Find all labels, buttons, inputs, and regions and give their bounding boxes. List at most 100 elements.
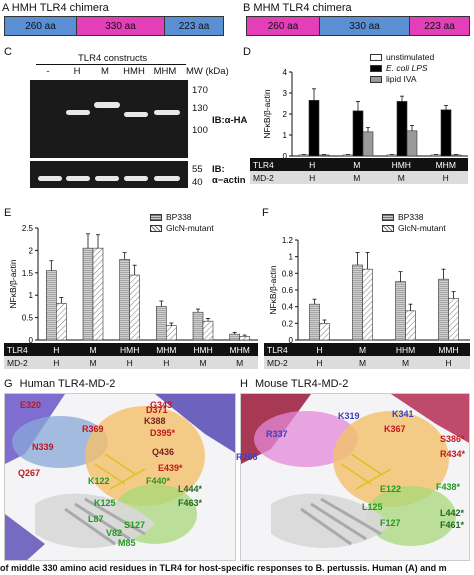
blot-band bbox=[66, 110, 90, 115]
y-tick-label: 1.5 bbox=[22, 269, 34, 278]
bar bbox=[229, 333, 240, 341]
table-cell: MHM bbox=[229, 344, 250, 355]
table-cell: HMH bbox=[120, 344, 140, 355]
residue-label: L444* bbox=[178, 484, 203, 494]
blot-band bbox=[124, 112, 148, 117]
bar bbox=[395, 281, 406, 341]
bar bbox=[430, 154, 442, 157]
residue-label: K319 bbox=[338, 411, 360, 421]
table-cell: H bbox=[442, 172, 449, 183]
table-row: MD-2 H M H H M M bbox=[4, 356, 258, 369]
table-row: TLR4 H M HHM MMH bbox=[264, 343, 470, 356]
figure-caption: of middle 330 amino acid residues in TLR… bbox=[0, 563, 447, 573]
table-row: TLR4 H M HMH MHM HMH MHM bbox=[4, 343, 258, 356]
blot-band bbox=[154, 110, 180, 115]
bar bbox=[438, 278, 449, 341]
bar bbox=[318, 154, 330, 157]
table-cell: H bbox=[53, 344, 60, 355]
structure-render bbox=[5, 394, 235, 560]
blot-band bbox=[38, 176, 62, 181]
bar bbox=[298, 154, 310, 157]
chimera-segment: 260 aa bbox=[5, 17, 77, 35]
y-tick-label: 2 bbox=[29, 246, 34, 255]
y-tick-label: 0.4 bbox=[282, 303, 294, 312]
y-tick-label: 0.8 bbox=[282, 269, 294, 278]
mw-marker: 130 bbox=[192, 103, 208, 114]
y-tick-label: 1 bbox=[289, 253, 294, 262]
table-cell: HHM bbox=[395, 344, 416, 355]
ha-blot bbox=[30, 80, 188, 158]
blot-header-rule bbox=[36, 64, 186, 65]
lane-label: H bbox=[73, 66, 81, 77]
panel-h-title: Mouse TLR4-MD-2 bbox=[255, 378, 349, 390]
y-axis-label: NFκB/β-actin bbox=[8, 259, 18, 309]
residue-label: R337 bbox=[266, 429, 288, 439]
lane-label: HMH bbox=[123, 66, 145, 77]
mw-marker: 100 bbox=[192, 125, 208, 136]
panel-a-label: A bbox=[2, 2, 9, 14]
bar bbox=[386, 154, 398, 157]
table-cell: HMH bbox=[193, 344, 213, 355]
actin-blot bbox=[30, 161, 188, 188]
y-tick-label: 2 bbox=[283, 110, 288, 119]
chimera-segment: 260 aa bbox=[247, 17, 320, 35]
panel-e-legend: BP338 GlcN-mutant bbox=[150, 212, 214, 234]
bar bbox=[362, 131, 374, 157]
panel-b-label: B bbox=[243, 2, 251, 14]
residue-label: F463* bbox=[178, 498, 203, 508]
residue-label: V82 bbox=[106, 528, 123, 538]
chimera-segment: 223 aa bbox=[410, 17, 469, 35]
table-row: MD-2 H M M H bbox=[264, 356, 470, 369]
lane-label: - bbox=[46, 66, 50, 77]
legend-item: GlcN-mutant bbox=[150, 223, 214, 233]
bar bbox=[440, 109, 452, 157]
blot-band bbox=[94, 102, 120, 108]
structure-render bbox=[241, 394, 469, 548]
bar bbox=[448, 298, 459, 341]
panel-d-table: TLR4 H M HMH MHM MD-2 H M M H bbox=[250, 158, 468, 184]
legend-item: BP338 bbox=[150, 212, 214, 222]
legend-item: GlcN-mutant bbox=[382, 223, 446, 233]
table-cell: H bbox=[126, 357, 133, 368]
residue-label: E320 bbox=[20, 400, 42, 410]
bar bbox=[308, 100, 320, 157]
residue-label: Q267 bbox=[18, 468, 41, 478]
residue-label: M85 bbox=[118, 538, 136, 548]
table-row-label: MD-2 bbox=[7, 357, 28, 368]
legend-item: E. coli LPS bbox=[370, 63, 434, 73]
table-cell: M bbox=[236, 357, 244, 368]
table-cell: M bbox=[358, 357, 367, 368]
panel-g-title: Human TLR4-MD-2 bbox=[19, 378, 116, 390]
bar bbox=[406, 130, 418, 157]
table-row-label: MD-2 bbox=[253, 172, 274, 183]
blot-band bbox=[154, 176, 180, 181]
table-cell: HMH bbox=[391, 159, 411, 170]
residue-label: F461* bbox=[440, 520, 465, 530]
residue-label: Q436 bbox=[152, 447, 175, 457]
table-cell: H bbox=[309, 172, 316, 183]
bar bbox=[239, 336, 250, 341]
table-row-label: TLR4 bbox=[253, 159, 274, 170]
ib-actin-label: IB: α−actin bbox=[212, 164, 246, 186]
residue-label: D371 bbox=[146, 405, 168, 415]
panel-f-label: F bbox=[262, 207, 269, 219]
bar bbox=[46, 270, 57, 341]
bar bbox=[92, 247, 104, 341]
mw-marker: 40 bbox=[192, 177, 203, 188]
panel-d-label: D bbox=[243, 46, 251, 58]
panel-b-title: MHM TLR4 chimera bbox=[253, 2, 352, 14]
bar bbox=[362, 268, 373, 341]
human-structure-image bbox=[4, 393, 236, 561]
bar bbox=[342, 154, 354, 157]
y-axis-label: NFκB/β-actin bbox=[262, 89, 272, 139]
panel-h-label: H bbox=[240, 378, 248, 390]
table-cell: MHM bbox=[156, 344, 177, 355]
bar bbox=[119, 259, 130, 341]
residue-label: E122 bbox=[380, 484, 402, 494]
residue-label: K122 bbox=[88, 476, 110, 486]
table-cell: M bbox=[353, 159, 361, 170]
y-tick-label: 2.5 bbox=[22, 224, 34, 233]
residue-label: F438* bbox=[436, 482, 461, 492]
chimera-segment: 330 aa bbox=[320, 17, 410, 35]
residue-label: R369 bbox=[82, 424, 104, 434]
